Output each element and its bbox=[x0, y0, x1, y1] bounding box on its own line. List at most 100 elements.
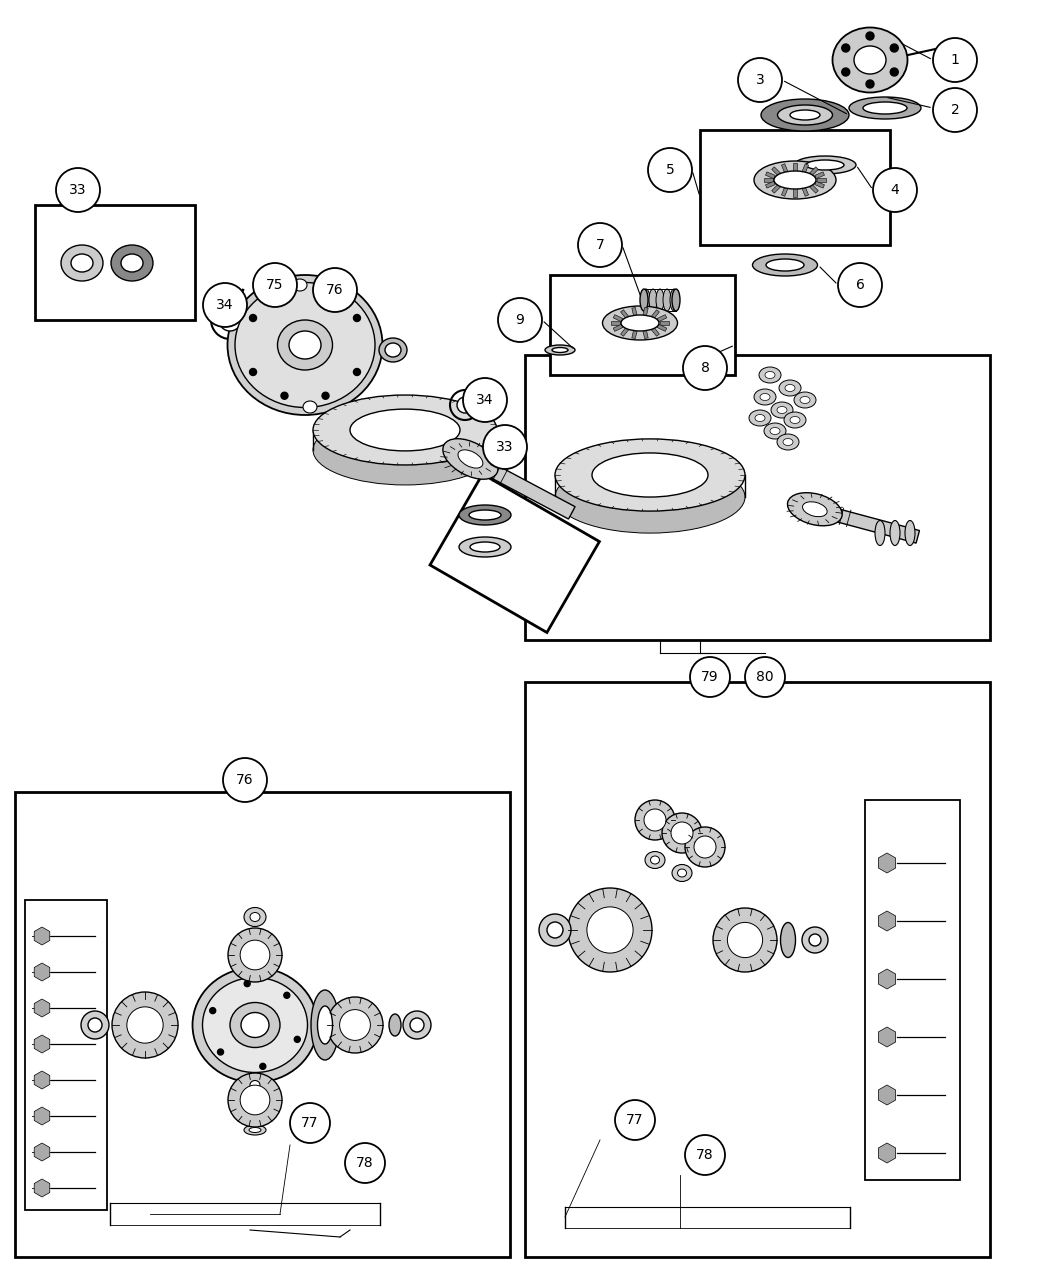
Circle shape bbox=[842, 68, 849, 76]
Bar bbox=[802, 186, 808, 196]
Circle shape bbox=[933, 88, 977, 133]
Circle shape bbox=[313, 268, 357, 312]
Bar bbox=[613, 315, 623, 321]
Circle shape bbox=[259, 1063, 266, 1070]
Ellipse shape bbox=[713, 908, 777, 972]
Text: 5: 5 bbox=[666, 163, 674, 177]
Bar bbox=[25, 900, 107, 1210]
Circle shape bbox=[223, 759, 267, 802]
Bar bbox=[659, 321, 669, 325]
Polygon shape bbox=[791, 497, 920, 543]
Ellipse shape bbox=[587, 907, 633, 954]
Ellipse shape bbox=[670, 289, 678, 311]
Ellipse shape bbox=[121, 254, 143, 272]
Bar bbox=[35, 205, 195, 320]
Ellipse shape bbox=[761, 99, 849, 131]
Circle shape bbox=[842, 45, 849, 52]
Text: 78: 78 bbox=[696, 1148, 714, 1162]
Bar bbox=[430, 474, 600, 632]
Ellipse shape bbox=[783, 439, 793, 445]
Ellipse shape bbox=[458, 450, 483, 468]
Ellipse shape bbox=[766, 259, 804, 272]
Ellipse shape bbox=[71, 254, 93, 272]
Ellipse shape bbox=[555, 439, 746, 511]
Ellipse shape bbox=[244, 908, 266, 927]
Bar bbox=[815, 172, 824, 178]
Ellipse shape bbox=[311, 989, 339, 1060]
Circle shape bbox=[253, 263, 297, 307]
Bar bbox=[765, 181, 775, 189]
Ellipse shape bbox=[794, 156, 856, 173]
Ellipse shape bbox=[760, 394, 770, 400]
Ellipse shape bbox=[539, 914, 571, 946]
Ellipse shape bbox=[780, 923, 796, 958]
Text: 33: 33 bbox=[69, 184, 87, 198]
Circle shape bbox=[250, 315, 256, 321]
Ellipse shape bbox=[642, 289, 650, 311]
Ellipse shape bbox=[313, 416, 497, 484]
Circle shape bbox=[738, 57, 782, 102]
Bar bbox=[525, 354, 990, 640]
Ellipse shape bbox=[240, 1085, 270, 1114]
Ellipse shape bbox=[249, 1127, 261, 1132]
Ellipse shape bbox=[228, 1074, 282, 1127]
Ellipse shape bbox=[672, 864, 692, 881]
Bar bbox=[815, 181, 824, 189]
Ellipse shape bbox=[794, 391, 816, 408]
Ellipse shape bbox=[905, 520, 915, 546]
Ellipse shape bbox=[88, 1017, 102, 1031]
Ellipse shape bbox=[777, 105, 833, 125]
Ellipse shape bbox=[469, 510, 501, 520]
Ellipse shape bbox=[770, 427, 780, 435]
Ellipse shape bbox=[771, 402, 793, 418]
Ellipse shape bbox=[410, 1017, 424, 1031]
Ellipse shape bbox=[784, 412, 806, 428]
Circle shape bbox=[933, 38, 977, 82]
Circle shape bbox=[648, 148, 692, 193]
Ellipse shape bbox=[790, 110, 820, 120]
Text: 4: 4 bbox=[890, 184, 900, 198]
Circle shape bbox=[290, 1103, 330, 1142]
Circle shape bbox=[890, 68, 898, 76]
Bar bbox=[643, 329, 648, 339]
Ellipse shape bbox=[61, 245, 103, 280]
Bar bbox=[657, 315, 667, 321]
Ellipse shape bbox=[277, 320, 333, 370]
Ellipse shape bbox=[547, 922, 563, 938]
Text: 78: 78 bbox=[356, 1156, 374, 1170]
Ellipse shape bbox=[403, 1011, 430, 1039]
Ellipse shape bbox=[457, 397, 472, 413]
Ellipse shape bbox=[754, 389, 776, 405]
Circle shape bbox=[463, 377, 507, 422]
Polygon shape bbox=[35, 963, 49, 980]
Ellipse shape bbox=[854, 46, 886, 74]
Ellipse shape bbox=[802, 502, 827, 516]
Ellipse shape bbox=[621, 315, 659, 332]
Bar bbox=[793, 187, 797, 196]
Ellipse shape bbox=[293, 279, 307, 291]
Ellipse shape bbox=[127, 1007, 163, 1043]
Circle shape bbox=[890, 45, 898, 52]
Ellipse shape bbox=[728, 922, 762, 958]
Ellipse shape bbox=[240, 940, 270, 970]
Polygon shape bbox=[879, 1142, 896, 1163]
Bar bbox=[772, 167, 780, 176]
Bar bbox=[772, 185, 780, 194]
Polygon shape bbox=[879, 912, 896, 931]
Polygon shape bbox=[35, 1107, 49, 1125]
Ellipse shape bbox=[459, 537, 511, 557]
Bar bbox=[643, 307, 648, 317]
Circle shape bbox=[210, 1007, 215, 1014]
Circle shape bbox=[685, 1135, 724, 1176]
Ellipse shape bbox=[694, 836, 716, 858]
Polygon shape bbox=[445, 441, 575, 519]
Ellipse shape bbox=[651, 856, 659, 864]
Circle shape bbox=[746, 657, 785, 697]
Ellipse shape bbox=[802, 927, 828, 952]
Text: 79: 79 bbox=[701, 669, 719, 683]
Ellipse shape bbox=[379, 338, 407, 362]
Ellipse shape bbox=[552, 348, 568, 352]
Ellipse shape bbox=[242, 1012, 269, 1038]
Circle shape bbox=[250, 368, 256, 376]
Bar bbox=[621, 310, 629, 319]
